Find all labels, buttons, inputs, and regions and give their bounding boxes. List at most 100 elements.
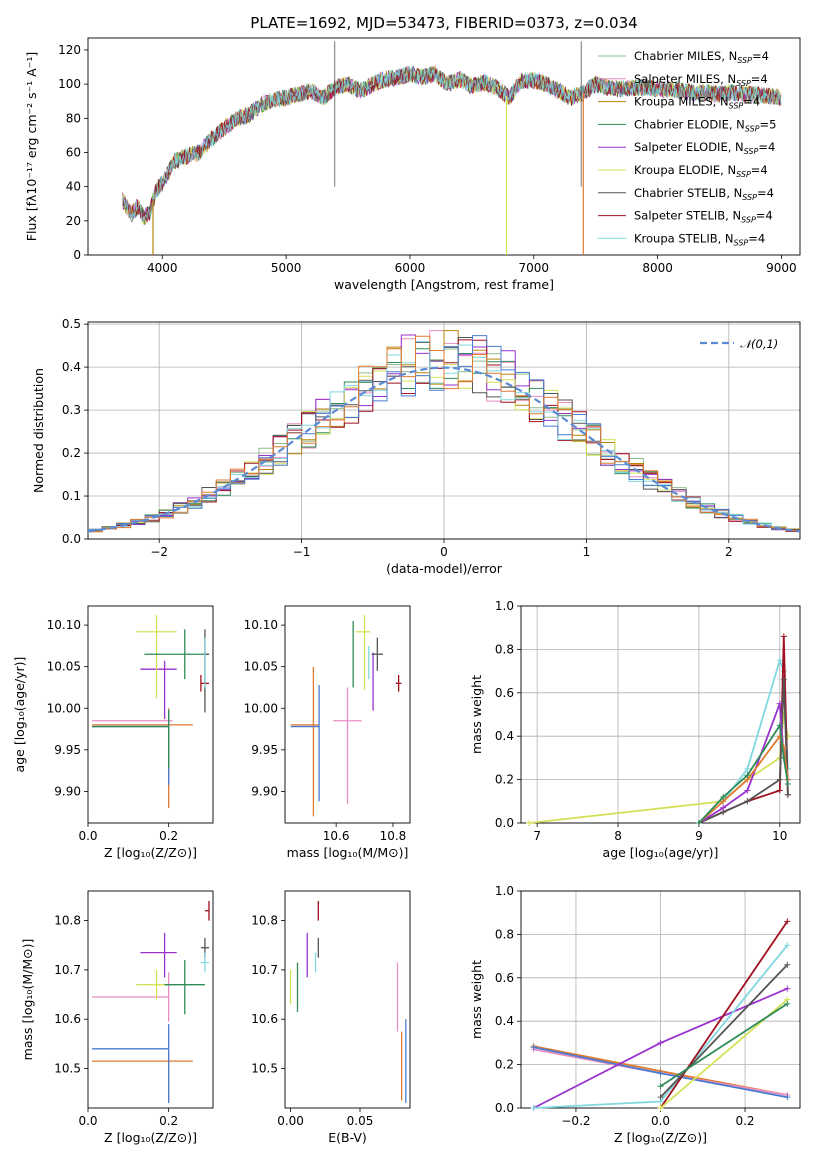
y-tick-label: 0.2: [495, 1058, 514, 1072]
y-tick-label: 10.10: [47, 618, 81, 632]
histogram-step: [88, 335, 800, 533]
y-tick-label: 10.7: [251, 963, 278, 977]
x-tick-label: 7000: [519, 261, 550, 275]
x-tick-label: 1: [583, 545, 591, 559]
mass-weight-marker: [744, 765, 751, 772]
residuals-panel: −2 −1 0 1 2 0.0 0.1 0.2 0.3 0.4 0.5 (data-model)/er…: [31, 317, 801, 576]
legend-label-tail: =4: [758, 140, 775, 154]
mass-weight-marker: [784, 961, 791, 968]
mass-weight-marker: [695, 820, 702, 826]
legend-label-name: Kroupa MILES, N: [634, 95, 729, 109]
mass-weight-marker: [784, 791, 791, 798]
mass-weight-marker: [780, 676, 787, 683]
x-tick-label: 0.00: [277, 1114, 304, 1128]
mass-weight-marker: [784, 1094, 791, 1101]
x-tick-label: 8: [614, 829, 622, 843]
axes-frame: [284, 605, 411, 824]
y-tick-label: 0.4: [62, 360, 81, 374]
legend-label: Kroupa ELODIE, NSSP=4: [634, 163, 768, 179]
y-tick-label: 0.4: [495, 1014, 514, 1028]
legend-label-sub: SSP: [737, 56, 752, 65]
x-axis-label: Z [log₁₀(Z/Z⊙)]: [104, 1130, 197, 1145]
mass-weight-marker: [657, 1083, 664, 1090]
axes-frame: [520, 605, 801, 824]
legend-label-name: Kroupa ELODIE, N: [634, 163, 736, 177]
legend-label-name: Salpeter ELODIE, N: [634, 140, 744, 154]
legend-label-name: Salpeter MILES, N: [634, 72, 736, 86]
mass-weight-marker: [780, 754, 787, 761]
axes-frame: [87, 321, 801, 540]
x-tick-label: −0.2: [561, 1114, 590, 1128]
mass-weight-marker: [776, 657, 783, 664]
legend-label-sub: SSP: [742, 193, 757, 202]
y-axis-label: Normed distribution: [31, 368, 46, 493]
x-axis-label: age [log₁₀(age/yr)]: [603, 845, 719, 860]
mass-weight-marker: [720, 793, 727, 800]
mass-weight-line: [698, 722, 789, 824]
y-tick-label: 20: [66, 214, 81, 228]
mass-weight-marker: [657, 1094, 664, 1101]
x-tick-label: 10.8: [380, 829, 407, 843]
x-tick-label: 6000: [395, 261, 426, 275]
y-tick-label: 1.0: [495, 884, 514, 898]
legend-label-tail: =4: [756, 209, 773, 223]
age-vs-mass-panel: 10.6 10.8 9.90 9.95 10.00 10.05 10.10 mass [log…: [244, 605, 411, 860]
y-tick-label: 0.1: [62, 489, 81, 503]
x-axis-label: Z [log₁₀(Z/Z⊙)]: [614, 1130, 707, 1145]
legend-label-sub: SSP: [744, 147, 759, 156]
mass-weight-marker: [784, 918, 791, 925]
x-axis-label: mass [log₁₀(M/M⊙)]: [287, 845, 409, 860]
legend-label-tail: =4: [751, 163, 768, 177]
mass-weight-marker: [657, 1105, 664, 1111]
y-axis-label: mass weight: [469, 675, 484, 754]
legend-label-sub: SSP: [734, 238, 749, 247]
legend-label-sub: SSP: [745, 124, 760, 133]
legend-label: 𝒩(0,1): [740, 337, 778, 351]
mass-weight-line: [659, 964, 788, 1098]
x-axis-label: E(B-V): [328, 1130, 367, 1145]
legend-label-sub: SSP: [736, 79, 751, 88]
mass-weight-vs-Z-panel: −0.2 0.0 0.2 0.0 0.2 0.4 0.6 0.8 1.0 Z [log₁₀(Z/Z…: [469, 884, 801, 1145]
legend-label: Salpeter ELODIE, NSSP=4: [634, 140, 775, 156]
legend-label-name: Chabrier STELIB, N: [634, 186, 742, 200]
figure-title: PLATE=1692, MJD=53473, FIBERID=0373, z=0…: [250, 14, 637, 32]
x-tick-label: 0.2: [159, 829, 178, 843]
y-tick-label: 100: [58, 77, 81, 91]
y-tick-label: 0.8: [495, 642, 514, 656]
x-tick-label: 0.05: [347, 1114, 374, 1128]
x-tick-label: 0.2: [159, 1114, 178, 1128]
y-tick-label: 0: [73, 248, 81, 262]
mass-vs-Z-panel: 0.0 0.2 10.5 10.6 10.7 10.8 Z [log₁₀(Z/Z⊙)] mas…: [20, 890, 214, 1145]
y-tick-label: 0.0: [495, 1101, 514, 1115]
y-tick-label: 10.6: [54, 1012, 81, 1026]
mass-weight-line: [659, 920, 789, 1109]
axes-frame: [284, 890, 411, 1109]
x-tick-label: 0: [440, 545, 448, 559]
mass-weight-marker: [776, 700, 783, 707]
mass-weight-marker: [776, 776, 783, 783]
y-tick-label: 10.10: [244, 618, 278, 632]
mass-weight-marker: [744, 772, 751, 779]
x-axis-label: (data-model)/error: [386, 561, 503, 576]
x-axis-label: wavelength [Angstrom, rest frame]: [334, 277, 554, 292]
x-tick-label: 10.6: [323, 829, 350, 843]
mass-weight-marker: [530, 1044, 537, 1051]
legend-label: Chabrier MILES, NSSP=4: [634, 49, 769, 65]
axes-frame: [87, 37, 801, 256]
legend-label-sub: SSP: [741, 216, 756, 225]
y-tick-label: 1.0: [495, 599, 514, 613]
mass-weight-marker: [744, 787, 751, 794]
legend-label: Chabrier STELIB, NSSP=4: [634, 186, 774, 202]
mass-weight-marker: [720, 804, 727, 811]
axes-frame: [87, 605, 214, 824]
x-tick-label: 0.0: [651, 1114, 670, 1128]
mass-weight-marker: [784, 780, 791, 787]
y-tick-label: 10.5: [54, 1062, 81, 1076]
spectrum-line: [122, 66, 782, 223]
x-tick-label: 7: [533, 829, 541, 843]
mass-weight-marker: [657, 1039, 664, 1046]
mass-weight-marker: [784, 1000, 791, 1007]
legend-label-tail: =4: [751, 72, 768, 86]
y-tick-label: 9.95: [251, 743, 278, 757]
legend-label: Kroupa MILES, NSSP=4: [634, 95, 760, 111]
